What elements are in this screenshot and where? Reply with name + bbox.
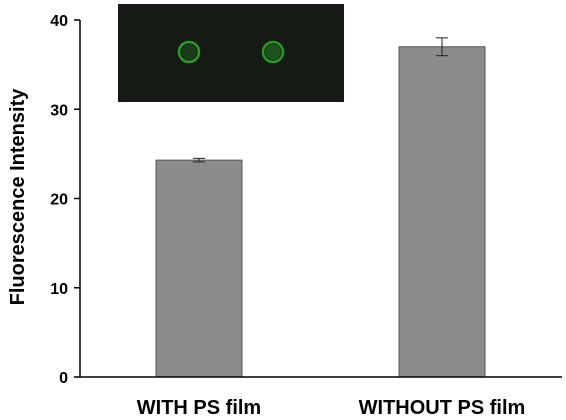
bar-1 <box>155 159 243 378</box>
fluorescent-spot-without-film-fill <box>265 44 281 60</box>
y-tick-label: 40 <box>50 13 68 30</box>
fluorescent-spot-without-film <box>261 40 285 64</box>
y-tick-label: 20 <box>50 192 68 209</box>
error-bars-group <box>193 37 448 163</box>
bars-group <box>155 46 486 378</box>
x-labels-group: WITH PS film WITHOUT PS film <box>137 397 526 419</box>
fluorescence-image-inset <box>118 4 344 102</box>
y-ticks-group: 0 10 20 30 40 <box>50 13 80 387</box>
inset-background <box>118 4 344 102</box>
y-tick-label: 10 <box>50 281 68 298</box>
x-category-label: WITH PS film <box>137 397 261 419</box>
fluorescent-spot-with-film <box>177 40 201 64</box>
y-axis-title: Fluorescence Intensity <box>7 88 29 306</box>
y-tick-label: 30 <box>50 102 68 119</box>
bar-2 <box>398 46 486 378</box>
y-tick-label: 0 <box>59 370 68 387</box>
fluorescent-spot-with-film-fill <box>181 44 197 60</box>
x-category-label: WITHOUT PS film <box>359 397 526 419</box>
